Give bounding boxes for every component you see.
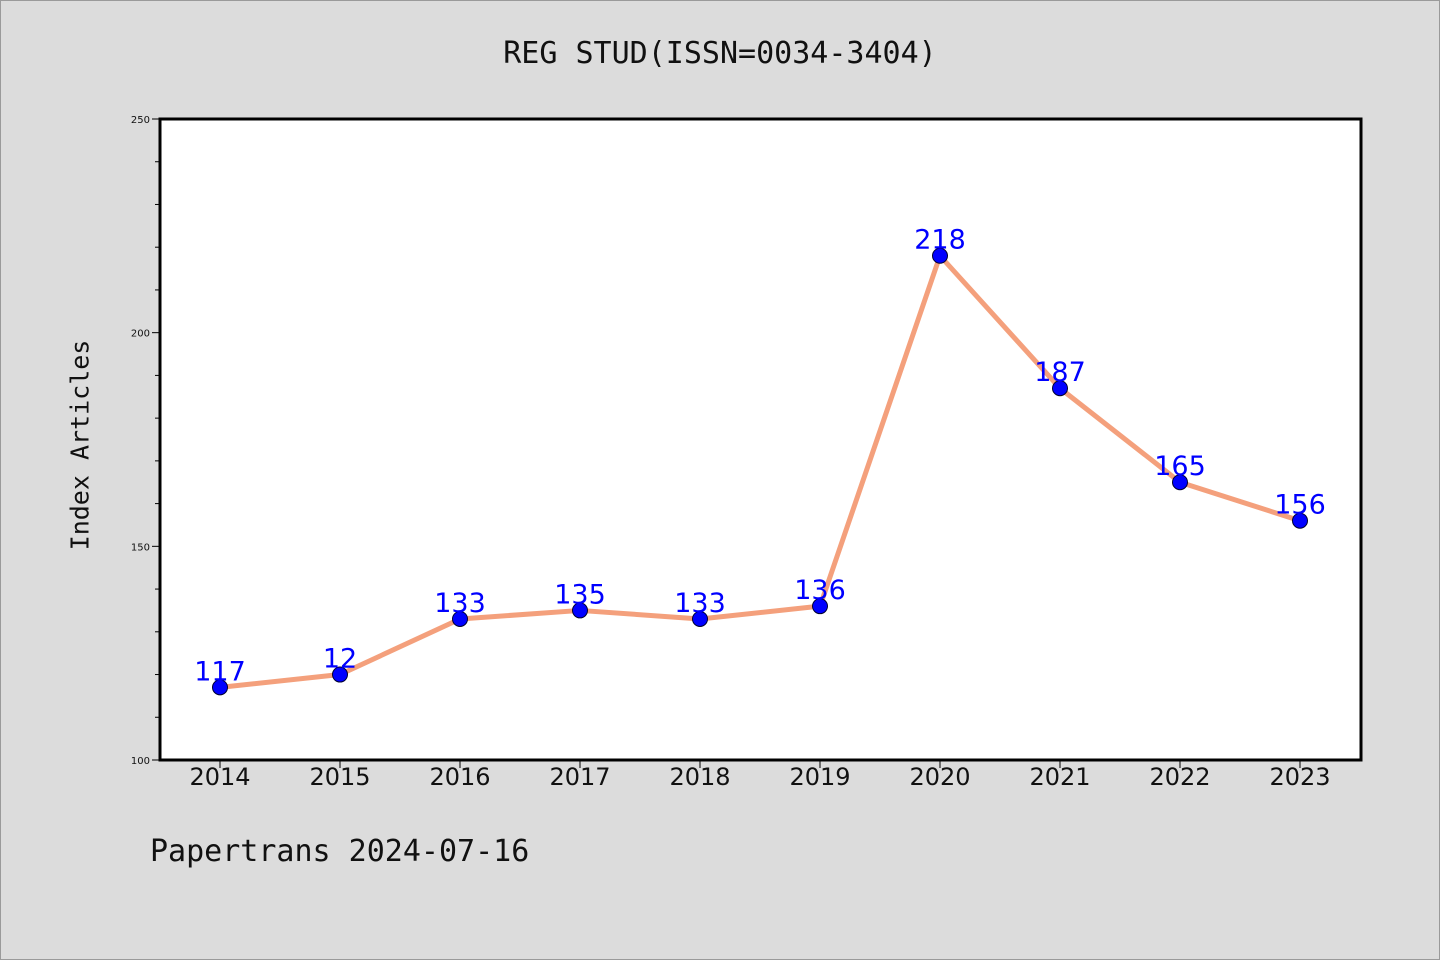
data-label: 165 (1154, 451, 1206, 482)
x-tick-label: 2021 (1029, 763, 1090, 791)
data-label: 136 (794, 575, 846, 606)
data-point (332, 666, 348, 683)
x-tick-label: 2014 (189, 763, 250, 791)
y-tick-label: 100 (131, 756, 150, 767)
chart-title: REG STUD(ISSN=0034-3404) (503, 36, 937, 71)
x-tick-label: 2023 (1269, 763, 1330, 791)
data-point (1052, 380, 1068, 397)
x-tick-label: 2018 (669, 763, 730, 791)
data-point (572, 602, 588, 619)
data-label: 117 (194, 656, 246, 687)
data-label: 12 (323, 644, 357, 675)
data-point (1172, 474, 1188, 491)
plot-area (158, 117, 1363, 762)
data-label: 218 (914, 225, 966, 256)
series-line (217, 253, 1303, 690)
footer-credit: Papertrans 2024-07-16 (150, 834, 530, 869)
x-tick-label: 2019 (789, 763, 850, 791)
y-tick-label: 150 (131, 542, 150, 553)
data-point (932, 247, 948, 264)
x-tick-label: 2016 (429, 763, 490, 791)
data-point (1292, 512, 1308, 529)
data-label: 135 (554, 579, 606, 610)
data-point (692, 610, 708, 627)
data-label: 156 (1274, 490, 1326, 521)
data-point (212, 679, 228, 696)
y-tick-label: 200 (131, 329, 150, 340)
data-label: 187 (1034, 357, 1086, 388)
data-label: 133 (674, 588, 726, 619)
data-point (812, 598, 828, 615)
data-label: 133 (434, 588, 486, 619)
x-tick-label: 2020 (909, 763, 970, 791)
x-tick-label: 2022 (1149, 763, 1210, 791)
y-tick-label: 250 (131, 115, 150, 126)
data-point (452, 610, 468, 627)
x-tick-label: 2017 (549, 763, 610, 791)
x-tick-label: 2015 (309, 763, 370, 791)
